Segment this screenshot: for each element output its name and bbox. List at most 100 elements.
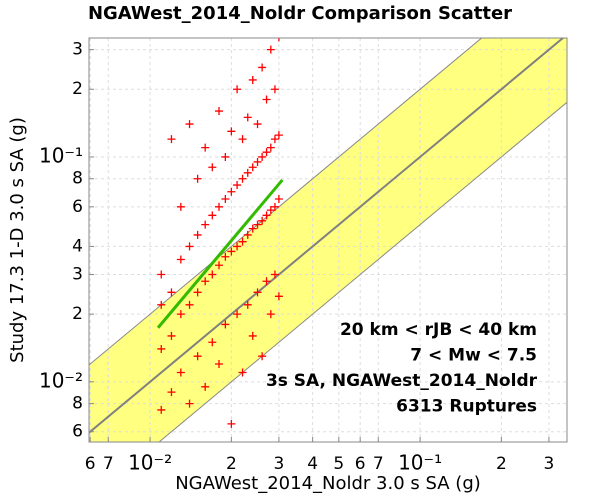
scatter-point <box>193 288 202 297</box>
scatter-point <box>243 300 252 309</box>
x-tick-label: 2 <box>496 454 507 474</box>
scatter-point <box>215 107 224 116</box>
x-tick-label: 2 <box>226 454 237 474</box>
scatter-point <box>176 368 185 377</box>
scatter-point <box>253 157 262 166</box>
scatter-point <box>176 310 185 319</box>
scatter-point <box>215 261 224 270</box>
y-tick-label: 8 <box>72 169 83 189</box>
scatter-point <box>157 270 166 279</box>
y-tick-label: 10⁻¹ <box>39 143 83 167</box>
scatter-point <box>238 135 247 144</box>
scatter-point <box>167 135 176 144</box>
y-tick-label: 6 <box>72 197 83 217</box>
scatter-point <box>193 352 202 361</box>
scatter-point <box>157 344 166 353</box>
annotation: 20 km < rJB < 40 km <box>340 320 537 340</box>
scatter-point <box>262 148 271 157</box>
fit-line <box>156 178 284 329</box>
x-tick-label: 7 <box>103 454 114 474</box>
scatter-point <box>201 382 210 391</box>
scatter-point <box>248 224 257 233</box>
annotation: 7 < Mw < 7.5 <box>410 346 537 366</box>
scatter-point <box>233 310 242 319</box>
scatter-point <box>208 163 217 172</box>
y-axis-label: Study 17.3 1-D 3.0 s SA (g) <box>7 117 28 363</box>
scatter-point <box>248 75 257 84</box>
scatter-point <box>233 85 242 94</box>
x-tick-label: 6 <box>355 454 366 474</box>
scatter-point <box>227 419 236 428</box>
scatter-point <box>266 143 275 152</box>
scatter-point <box>243 168 252 177</box>
x-tick-label: 4 <box>307 454 318 474</box>
y-tick-label: 6 <box>72 422 83 442</box>
scatter-point <box>185 120 194 129</box>
y-tick-label: 3 <box>72 265 83 285</box>
scatter-point <box>208 211 217 220</box>
scatter-point <box>258 152 267 161</box>
scatter-point <box>262 277 271 286</box>
scatter-point <box>221 195 230 204</box>
scatter-point <box>270 202 279 211</box>
scatter-point <box>248 163 257 172</box>
scatter-point <box>201 220 210 229</box>
scatter-point <box>238 237 247 246</box>
scatter-point <box>270 85 279 94</box>
scatter-point <box>221 252 230 261</box>
x-axis-label: NGAWest_2014_Noldr 3.0 s SA (g) <box>175 473 481 494</box>
scatter-point <box>185 399 194 408</box>
scatter-point <box>227 247 236 256</box>
scatter-point <box>157 405 166 414</box>
scatter-point <box>258 352 267 361</box>
scatter-point <box>227 187 236 196</box>
scatter-point <box>167 331 176 340</box>
plot-border <box>88 37 568 443</box>
scatter-point <box>185 242 194 251</box>
scatter-point <box>185 300 194 309</box>
scatter-point <box>208 270 217 279</box>
y-tick-label: 4 <box>72 236 83 256</box>
scatter-point <box>208 338 217 347</box>
scatter-point <box>233 181 242 190</box>
scatter-point <box>274 195 283 204</box>
annotation: 6313 Ruptures <box>396 397 537 417</box>
y-tick-label: 8 <box>72 394 83 414</box>
scatter-point <box>176 255 185 264</box>
x-tick-label: 6 <box>85 454 96 474</box>
chart-title: NGAWest_2014_Noldr Comparison Scatter <box>88 3 512 24</box>
x-tick-label: 7 <box>373 454 384 474</box>
y-tick-label: 10⁻² <box>39 368 83 392</box>
scatter-point <box>270 270 279 279</box>
scatter-point <box>243 230 252 239</box>
scatter-point <box>157 300 166 309</box>
scatter-point <box>266 310 275 319</box>
scatter-point <box>201 143 210 152</box>
scatter-point <box>193 174 202 183</box>
scatter-point <box>274 292 283 301</box>
scatter-point <box>215 360 224 369</box>
x-tick-label: 3 <box>544 454 555 474</box>
scatter-point <box>243 113 252 122</box>
scatter-point <box>167 288 176 297</box>
scatter-point <box>266 206 275 215</box>
scatter-point <box>270 135 279 144</box>
scatter-point <box>274 38 283 42</box>
scatter-point <box>227 127 236 136</box>
scatter-point <box>238 368 247 377</box>
scatter-point <box>193 230 202 239</box>
scatter-point <box>233 242 242 251</box>
scatter-point <box>274 131 283 140</box>
x-tick-label: 5 <box>333 454 344 474</box>
scatter-point <box>253 220 262 229</box>
scatter-point <box>248 331 257 340</box>
scatter-point <box>262 95 271 104</box>
scatter-point <box>266 45 275 54</box>
scatter-point <box>262 211 271 220</box>
